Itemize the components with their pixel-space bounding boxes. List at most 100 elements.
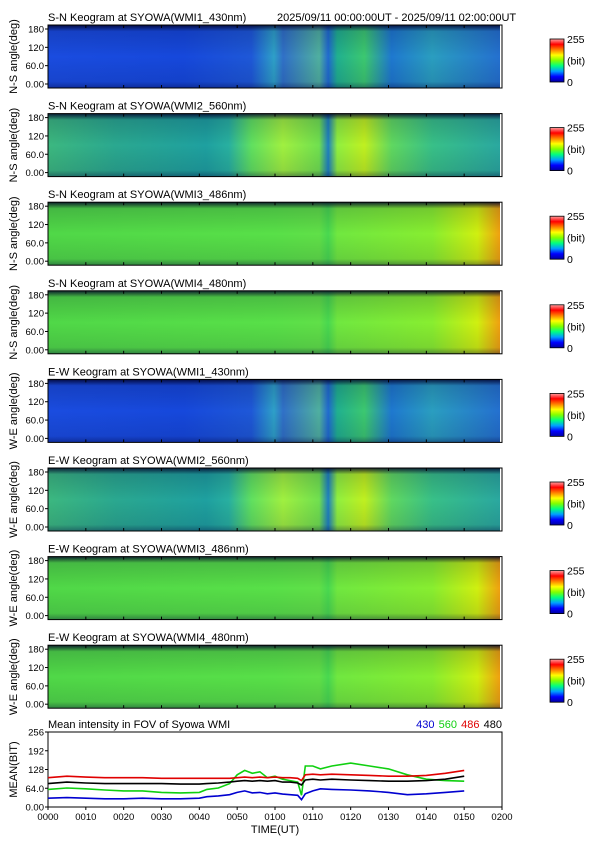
chart-x-tick-label: 0020 bbox=[113, 812, 134, 823]
colorbar-max-label: 255 bbox=[567, 388, 585, 400]
keogram-y-tick-label: 60.0 bbox=[26, 504, 45, 515]
keogram-title: S-N Keogram at SYOWA(WMI4_480nm) bbox=[48, 278, 246, 290]
keogram-y-label: N-S angle(deg) bbox=[8, 19, 20, 94]
colorbar-unit-label: (bit) bbox=[567, 233, 585, 245]
keogram-y-tick-label: 180 bbox=[28, 25, 44, 36]
keogram-panel: E-W Keogram at SYOWA(WMI1_430nm) 180 120 60… bbox=[8, 366, 585, 449]
colorbar-max-label: 255 bbox=[567, 123, 585, 135]
chart-title: Mean intensity in FOV of Syowa WMI bbox=[48, 719, 230, 731]
keogram-y-tick-label: 120 bbox=[28, 309, 44, 320]
keogram-y-tick-label: 120 bbox=[28, 574, 44, 585]
colorbar-unit-label: (bit) bbox=[567, 676, 585, 688]
keogram-title: S-N Keogram at SYOWA(WMI1_430nm) bbox=[48, 12, 246, 24]
colorbar-unit-label: (bit) bbox=[567, 499, 585, 511]
keogram-shade bbox=[48, 379, 500, 443]
chart-y-tick-label: 64.0 bbox=[26, 784, 45, 795]
colorbar-unit-label: (bit) bbox=[567, 587, 585, 599]
keogram-panel: S-N Keogram at SYOWA(WMI2_560nm) 180 120 60… bbox=[8, 101, 585, 183]
keogram-title: E-W Keogram at SYOWA(WMI2_560nm) bbox=[48, 455, 249, 467]
keogram-y-tick-label: 60.0 bbox=[26, 238, 45, 249]
keogram-shade bbox=[48, 645, 500, 709]
keogram-shade bbox=[48, 556, 500, 620]
keogram-panel: E-W Keogram at SYOWA(WMI2_560nm) 180 120 60… bbox=[8, 455, 585, 538]
series-line-480 bbox=[47, 775, 465, 787]
keogram-y-tick-label: 120 bbox=[28, 43, 44, 54]
chart-x-tick-label: 0050 bbox=[227, 812, 248, 823]
chart-x-tick-label: 0010 bbox=[75, 812, 96, 823]
keogram-y-label: W-E angle(deg) bbox=[8, 550, 20, 627]
chart-x-tick-label: 0140 bbox=[416, 812, 437, 823]
keogram-y-tick-label: 0.00 bbox=[26, 345, 45, 356]
chart-x-tick-label: 0030 bbox=[151, 812, 172, 823]
colorbar-unit-label: (bit) bbox=[567, 56, 585, 68]
keogram-y-tick-label: 120 bbox=[28, 486, 44, 497]
keogram-y-label: W-E angle(deg) bbox=[8, 638, 20, 715]
keogram-y-tick-label: 60.0 bbox=[26, 150, 45, 161]
colorbar-min-label: 0 bbox=[567, 431, 573, 443]
colorbar-max-label: 255 bbox=[567, 300, 585, 312]
keogram-y-tick-label: 120 bbox=[28, 397, 44, 408]
chart-x-tick-label: 0150 bbox=[454, 812, 475, 823]
keogram-y-tick-label: 60.0 bbox=[26, 416, 45, 427]
keogram-y-tick-label: 60.0 bbox=[26, 61, 45, 72]
chart-x-tick-label: 0130 bbox=[378, 812, 399, 823]
colorbar-min-label: 0 bbox=[567, 697, 573, 709]
series-line-486 bbox=[47, 769, 465, 782]
keogram-y-tick-label: 0.00 bbox=[26, 80, 45, 91]
keogram-y-tick-label: 180 bbox=[28, 113, 44, 124]
chart-y-tick-label: 256 bbox=[28, 728, 44, 739]
colorbar-unit-label: (bit) bbox=[567, 410, 585, 422]
keogram-title: E-W Keogram at SYOWA(WMI3_486nm) bbox=[48, 544, 249, 556]
keogram-y-label: N-S angle(deg) bbox=[8, 285, 20, 360]
keogram-y-tick-label: 0.00 bbox=[26, 611, 45, 622]
colorbar-min-label: 0 bbox=[567, 77, 573, 89]
keogram-y-tick-label: 180 bbox=[28, 202, 44, 213]
keogram-panel: E-W Keogram at SYOWA(WMI4_480nm) 180 120 60… bbox=[8, 632, 585, 715]
keogram-title: E-W Keogram at SYOWA(WMI1_430nm) bbox=[48, 366, 249, 378]
keogram-y-tick-label: 0.00 bbox=[26, 257, 45, 268]
chart-x-label: TIME(UT) bbox=[251, 824, 299, 836]
keogram-y-tick-label: 120 bbox=[28, 220, 44, 231]
colorbar bbox=[549, 304, 565, 349]
keogram-y-label: N-S angle(deg) bbox=[8, 196, 20, 271]
keogram-y-tick-label: 0.00 bbox=[26, 700, 45, 711]
chart-y-tick-label: 192 bbox=[28, 746, 44, 757]
chart-y-label: MEAN(BIT) bbox=[8, 741, 20, 797]
legend-entry: 480 bbox=[484, 719, 502, 731]
chart-x-tick-label: 0000 bbox=[37, 812, 58, 823]
legend-entry: 560 bbox=[439, 719, 457, 731]
keogram-y-tick-label: 180 bbox=[28, 468, 44, 479]
keogram-panel: S-N Keogram at SYOWA(WMI4_480nm) 180 120 60… bbox=[8, 278, 585, 360]
colorbar-min-label: 0 bbox=[567, 254, 573, 266]
keogram-y-tick-label: 60.0 bbox=[26, 681, 45, 692]
time-range-label: 2025/09/11 00:00:00UT - 2025/09/11 02:00… bbox=[277, 12, 516, 24]
keogram-y-label: W-E angle(deg) bbox=[8, 461, 20, 538]
keogram-title: E-W Keogram at SYOWA(WMI4_480nm) bbox=[48, 632, 249, 644]
keogram-shade bbox=[48, 25, 500, 88]
mean-intensity-chart: Mean intensity in FOV of Syowa WMI 480 486… bbox=[8, 719, 513, 836]
keogram-y-tick-label: 180 bbox=[28, 290, 44, 301]
keogram-shade bbox=[48, 202, 500, 266]
colorbar-max-label: 255 bbox=[567, 477, 585, 489]
legend: 480 486 560 430 bbox=[416, 719, 502, 731]
keogram-shade bbox=[48, 468, 500, 531]
keogram-y-tick-label: 180 bbox=[28, 556, 44, 567]
legend-entry: 430 bbox=[416, 719, 434, 731]
colorbar bbox=[549, 481, 565, 526]
keogram-shade bbox=[48, 113, 500, 177]
keogram-y-label: W-E angle(deg) bbox=[8, 372, 20, 449]
colorbar-max-label: 255 bbox=[567, 654, 585, 666]
keogram-title: S-N Keogram at SYOWA(WMI2_560nm) bbox=[48, 101, 246, 113]
colorbar bbox=[549, 658, 565, 703]
keogram-y-tick-label: 0.00 bbox=[26, 168, 45, 179]
chart-y-tick-label: 0.00 bbox=[26, 803, 45, 814]
keogram-y-tick-label: 120 bbox=[28, 131, 44, 142]
keogram-shade bbox=[48, 290, 500, 354]
keogram-y-tick-label: 120 bbox=[28, 663, 44, 674]
colorbar-min-label: 0 bbox=[567, 166, 573, 178]
chart-x-tick-label: 0040 bbox=[189, 812, 210, 823]
colorbar-min-label: 0 bbox=[567, 343, 573, 355]
colorbar bbox=[549, 570, 565, 614]
keogram-y-tick-label: 180 bbox=[28, 379, 44, 390]
